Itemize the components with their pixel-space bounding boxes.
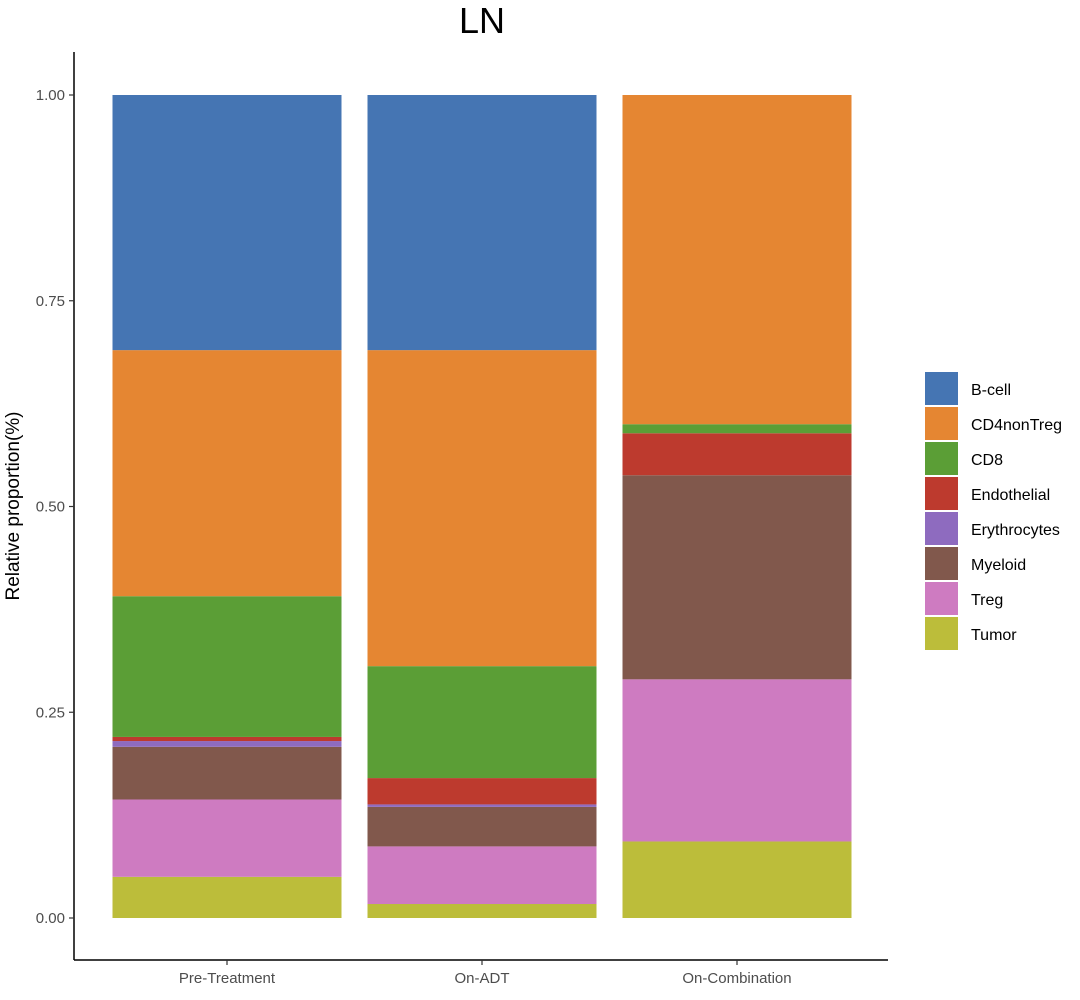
bar-segment-b-cell-2 — [367, 95, 597, 351]
bar-segment-myeloid-3 — [622, 475, 852, 680]
legend-swatch-cd4nontreg — [925, 407, 958, 440]
bar-segment-endothelial-3 — [622, 433, 852, 476]
bar-segment-erythrocytes-2 — [367, 804, 597, 807]
bar-segment-myeloid-2 — [367, 806, 597, 847]
bar-segment-treg-2 — [367, 846, 597, 905]
bar-segment-myeloid-1 — [112, 746, 342, 800]
legend-swatch-erythrocytes — [925, 512, 958, 545]
bar-segment-cd4nontreg-2 — [367, 350, 597, 667]
legend: B-cell CD4nonTreg CD8 Endothelial Erythrocyt… — [925, 372, 1062, 650]
legend-swatch-treg — [925, 582, 958, 615]
legend-swatch-cd8 — [925, 442, 958, 475]
bar-segment-treg-1 — [112, 799, 342, 877]
legend-label-endothelial: Endothelial — [971, 487, 1050, 504]
bar-segment-tumor-3 — [622, 841, 852, 918]
legend-label-cd8: CD8 — [971, 452, 1003, 469]
bar-segment-treg-3 — [622, 679, 852, 842]
chart-title: LN — [459, 0, 505, 41]
legend-label-b-cell: B-cell — [971, 382, 1011, 399]
x-tick-label: On-Combination — [682, 970, 791, 987]
bars-group — [112, 95, 852, 918]
y-tick-label: 1.00 — [36, 87, 65, 104]
y-tick-label: 0.25 — [36, 704, 65, 721]
legend-swatch-endothelial — [925, 477, 958, 510]
y-tick-label: 0.50 — [36, 499, 65, 516]
bar-segment-tumor-2 — [367, 904, 597, 918]
y-tick-label: 0.75 — [36, 293, 65, 310]
bar-segment-cd8-3 — [622, 424, 852, 434]
legend-label-myeloid: Myeloid — [971, 557, 1026, 574]
legend-label-cd4nontreg: CD4nonTreg — [971, 417, 1062, 434]
legend-label-erythrocytes: Erythrocytes — [971, 522, 1060, 539]
bar-segment-endothelial-2 — [367, 778, 597, 805]
bar-segment-erythrocytes-1 — [112, 741, 342, 747]
bar-segment-b-cell-1 — [112, 95, 342, 351]
legend-swatch-tumor — [925, 617, 958, 650]
bar-segment-cd4nontreg-1 — [112, 350, 342, 597]
legend-swatch-myeloid — [925, 547, 958, 580]
bar-segment-endothelial-1 — [112, 736, 342, 742]
bar-segment-cd4nontreg-3 — [622, 95, 852, 425]
axes-group: 0.00 0.25 0.50 0.75 1.00 Pre-Treatment On-ADT O… — [36, 52, 888, 987]
legend-label-treg: Treg — [971, 592, 1003, 609]
bar-segment-tumor-1 — [112, 876, 342, 918]
bar-segment-cd8-2 — [367, 666, 597, 779]
x-tick-label: Pre-Treatment — [179, 970, 276, 987]
legend-label-tumor: Tumor — [971, 627, 1017, 644]
bar-segment-cd8-1 — [112, 596, 342, 737]
y-tick-label: 0.00 — [36, 910, 65, 927]
legend-swatch-b-cell — [925, 372, 958, 405]
y-axis-title: Relative proportion(%) — [3, 411, 24, 600]
x-tick-label: On-ADT — [454, 970, 509, 987]
